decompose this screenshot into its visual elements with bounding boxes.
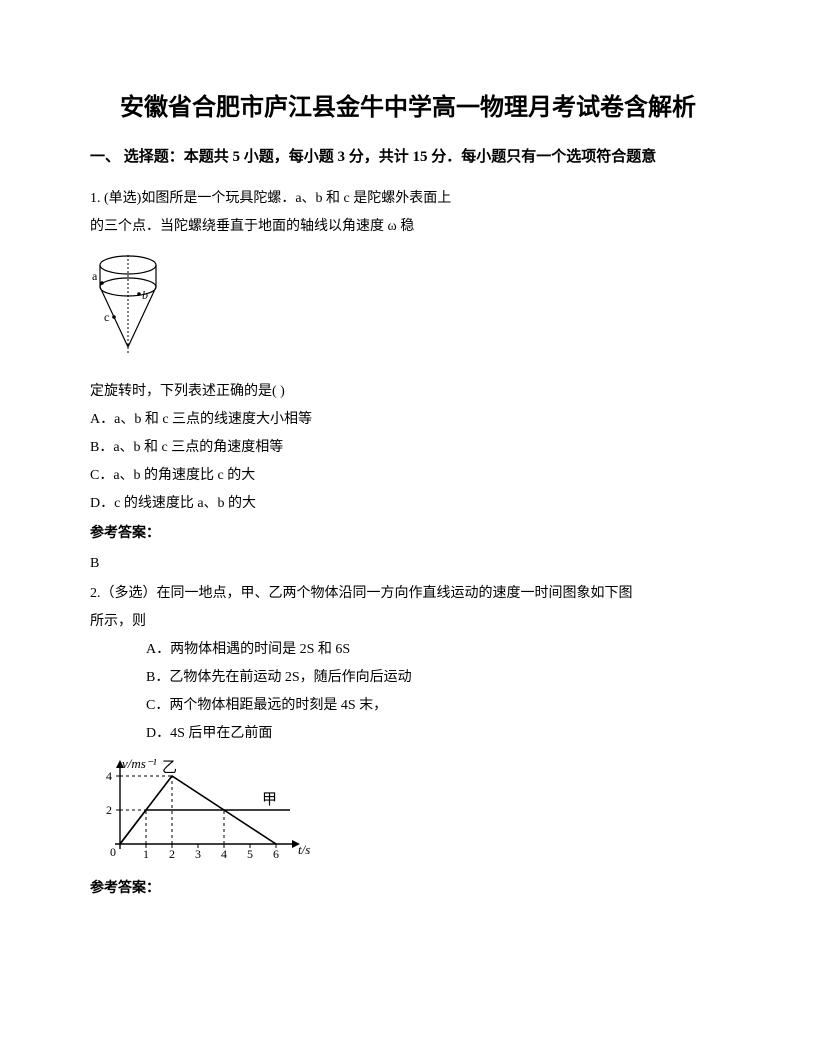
ytick-2: 2 — [106, 803, 112, 817]
xtick-3: 3 — [195, 847, 201, 861]
xtick-4: 4 — [221, 847, 227, 861]
q1-optB: B．a、b 和 c 三点的角速度相等 — [90, 434, 726, 462]
graph-ylabel: v/ms⁻¹ — [122, 756, 157, 771]
fig1-label-b: b — [142, 288, 148, 302]
xtick-6: 6 — [273, 847, 279, 861]
q2-optB: B．乙物体先在前运动 2S，随后作向后运动 — [90, 664, 726, 692]
graph-xlabel: t/s — [298, 842, 310, 857]
q1-line1: 1. (单选)如图所是一个玩具陀螺．a、b 和 c 是陀螺外表面上 — [90, 185, 726, 213]
q1-optA: A．a、b 和 c 三点的线速度大小相等 — [90, 406, 726, 434]
figure-vt-graph: v/ms⁻¹ t/s 0 1 2 3 4 5 6 — [90, 754, 726, 869]
fig1-label-c: c — [104, 310, 109, 324]
q2-optA: A．两物体相遇的时间是 2S 和 6S — [90, 636, 726, 664]
q2-line2: 所示，则 — [90, 608, 726, 636]
ytick-4: 4 — [106, 769, 112, 783]
q1-answer-label: 参考答案： — [90, 520, 726, 548]
graph-label-jia: 甲 — [262, 792, 277, 808]
graph-label-yi: 乙 — [162, 760, 177, 776]
xtick-5: 5 — [247, 847, 253, 861]
q1-line2: 的三个点．当陀螺绕垂直于地面的轴线以角速度 ω 稳 — [90, 213, 726, 241]
xtick-1: 1 — [143, 847, 149, 861]
figure-top: a b c — [90, 247, 726, 372]
page-title: 安徽省合肥市庐江县金牛中学高一物理月考试卷含解析 — [90, 90, 726, 126]
section-header: 一、 选择题：本题共 5 小题，每小题 3 分，共计 15 分．每小题只有一个选… — [90, 144, 726, 171]
q2-answer-label: 参考答案： — [90, 875, 726, 903]
xtick-2: 2 — [169, 847, 175, 861]
fig1-label-a: a — [92, 269, 98, 283]
q2-optC: C．两个物体相距最远的时刻是 4S 末， — [90, 692, 726, 720]
q1-optD: D．c 的线速度比 a、b 的大 — [90, 490, 726, 518]
q1-optC: C．a、b 的角速度比 c 的大 — [90, 462, 726, 490]
graph-origin: 0 — [110, 845, 116, 859]
q1-line3: 定旋转时，下列表述正确的是( ) — [90, 378, 726, 406]
q1-answer: B — [90, 550, 726, 578]
q2-optD: D．4S 后甲在乙前面 — [90, 720, 726, 748]
q2-line1: 2.（多选）在同一地点，甲、乙两个物体沿同一方向作直线运动的速度一时间图象如下图 — [90, 580, 726, 608]
